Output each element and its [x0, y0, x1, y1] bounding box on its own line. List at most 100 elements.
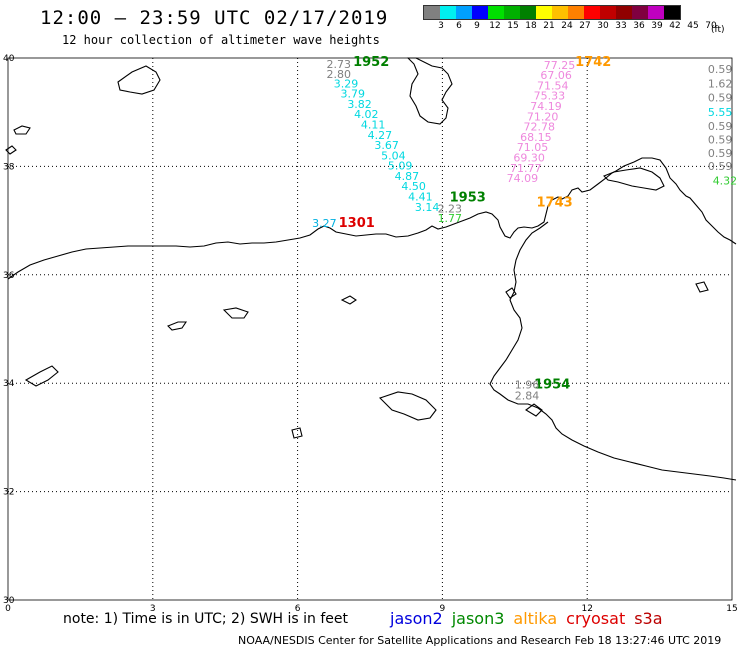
wave-height-value: 5.09: [388, 160, 413, 173]
legend-swatch: [504, 6, 520, 19]
legend-swatch: [536, 6, 552, 19]
legend-ticks: 3 6 9 12 15 18 21 24 27 30 33 36 39 42 45 70: [423, 20, 717, 32]
track-label: 1742: [575, 55, 611, 70]
wave-height-value: 0.59: [708, 91, 733, 104]
wave-height-value: 3.27: [312, 217, 337, 230]
wave-height-value: 2.80: [327, 68, 352, 81]
legend-tick: 70: [705, 21, 717, 31]
wave-height-value: 77.25: [544, 59, 576, 72]
wave-height-value: 4.32: [713, 174, 738, 187]
wave-height-value: 74.19: [530, 100, 562, 113]
island-ibiza: [13, 125, 31, 135]
track-label: 1743: [537, 196, 573, 211]
legend-tick: 15: [507, 21, 519, 31]
lon-tick-label: 15: [726, 604, 737, 614]
wave-height-value: 0.59: [708, 147, 733, 160]
legend-tick: 21: [543, 21, 555, 31]
lat-tick-label: 40: [3, 54, 15, 64]
legend-swatch: [440, 6, 456, 19]
wave-height-value: 0.59: [708, 160, 733, 173]
island-djerba: [378, 391, 437, 421]
island-sardinia: [406, 57, 453, 125]
wave-height-value: 1.62: [708, 77, 733, 90]
wave-height-value: 2.23: [438, 202, 463, 215]
legend-swatch: [520, 6, 536, 19]
page-subtitle: 12 hour collection of altimeter wave hei…: [62, 33, 380, 47]
wave-height-value: 75.33: [534, 90, 566, 103]
map-frame: [7, 57, 733, 601]
legend-tick: 33: [615, 21, 627, 31]
island-kerkennah: [24, 365, 59, 387]
wave-height-value: 3.29: [334, 77, 359, 90]
satellite-name: cryosat: [566, 609, 626, 628]
island-small-c: [340, 295, 357, 305]
legend-tick: 18: [525, 21, 537, 31]
legend-tick: 36: [633, 21, 645, 31]
wave-height-value: 67.06: [540, 69, 572, 82]
legend-unit: (ft): [711, 25, 725, 35]
legend-tick: 27: [579, 21, 591, 31]
lat-tick-label: 32: [3, 488, 14, 498]
wave-height-value: 4.27: [368, 129, 393, 142]
legend-swatch: [568, 6, 584, 19]
coast-gulf-gabes: [489, 221, 737, 481]
satellite-name: jason3: [451, 609, 505, 628]
wave-height-value: 4.50: [401, 180, 426, 193]
legend-swatch: [456, 6, 472, 19]
wave-values: 2.732.803.293.793.824.024.114.273.675.04…: [312, 58, 737, 403]
island-small-g: [291, 427, 303, 439]
color-legend: 3 6 9 12 15 18 21 24 27 30 33 36 39 42 45 70 (ft): [423, 5, 725, 35]
wave-height-value: 5.55: [708, 106, 733, 119]
wave-height-value: 0.59: [708, 134, 733, 147]
wave-height-value: 4.87: [395, 170, 420, 183]
wave-height-value: 71.54: [537, 79, 569, 92]
wave-height-value: 3.79: [341, 88, 366, 101]
legend-swatch: [584, 6, 600, 19]
note-text: note: 1) Time is in UTC; 2) SWH is in fe…: [63, 611, 349, 627]
island-small-f: [525, 403, 543, 417]
lat-tick-label: 36: [3, 271, 15, 281]
wave-height-value: 69.30: [513, 152, 545, 165]
satellite-name: altika: [513, 609, 558, 628]
lat-tick-label: 34: [3, 379, 15, 389]
island-mallorca: [117, 65, 161, 95]
wave-height-value: 1.77: [438, 212, 463, 225]
legend-tick: 3: [438, 21, 444, 31]
legend-tick: 24: [561, 21, 573, 31]
wave-height-value: 2.73: [327, 58, 352, 71]
lon-tick-label: 3: [150, 604, 156, 614]
track-label: 1953: [450, 191, 486, 206]
wave-height-value: 3.67: [374, 139, 399, 152]
legend-swatch: [424, 6, 440, 19]
wave-height-value: 5.04: [381, 149, 406, 162]
wave-height-value: 3.14: [415, 201, 440, 214]
legend-swatch: [488, 6, 504, 19]
coastline: [5, 57, 737, 481]
lon-tick-label: 12: [581, 604, 592, 614]
wave-height-value: 74.09: [507, 172, 539, 185]
lon-tick-label: 0: [5, 604, 11, 614]
coast-africa-north: [7, 157, 737, 280]
footer-text: NOAA/NESDIS Center for Satellite Applica…: [238, 634, 722, 647]
legend-tick: 42: [669, 21, 681, 31]
legend-tick: 45: [687, 21, 699, 31]
track-label: 1954: [534, 378, 570, 393]
legend-tick: 30: [597, 21, 609, 31]
legend-tick: 39: [651, 21, 663, 31]
island-sicily: [603, 167, 665, 191]
legend-swatch: [648, 6, 664, 19]
lon-tick-label: 9: [440, 604, 446, 614]
legend-swatch: [472, 6, 488, 19]
track-label: 1952: [353, 55, 389, 70]
wave-height-value: 72.78: [523, 121, 555, 134]
wave-height-value: 3.82: [347, 98, 372, 111]
satellite-name: jason2: [390, 609, 443, 628]
island-small-a: [167, 321, 188, 331]
island-minorca: [5, 145, 17, 155]
legend-swatch: [552, 6, 568, 19]
track-labels: 1952 1742 1953 1743 1301 1954: [339, 55, 612, 392]
lat-tick-label: 38: [3, 162, 15, 172]
wave-height-value: 0.59: [708, 120, 733, 133]
legend-tick: 12: [489, 21, 501, 31]
